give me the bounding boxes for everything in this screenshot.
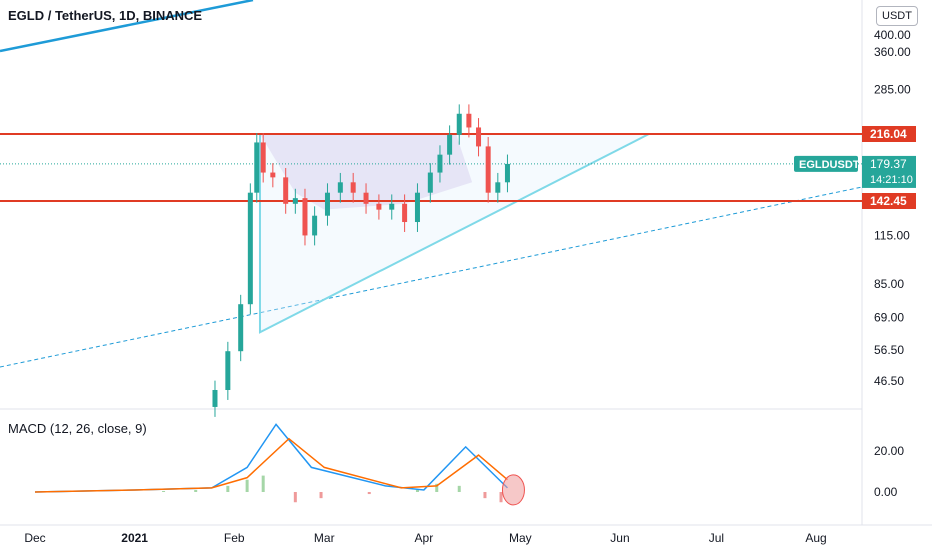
candle-body	[466, 113, 472, 128]
candle-body	[437, 154, 443, 173]
macd-title: MACD (12, 26, close, 9)	[8, 421, 147, 436]
candle-body	[312, 215, 318, 236]
macd-y-tick-label: 0.00	[874, 485, 898, 499]
candle-body	[389, 203, 395, 210]
x-tick-label: Aug	[805, 531, 826, 545]
candle-body	[414, 192, 420, 223]
candle-body	[238, 304, 244, 352]
macd-y-tick-label: 20.00	[874, 444, 904, 458]
candle-body	[212, 389, 218, 407]
y-tick-label: 46.50	[874, 374, 904, 388]
x-tick-label: Mar	[314, 531, 335, 545]
candle-body	[476, 127, 482, 147]
candle-body	[427, 172, 433, 193]
candle-body	[485, 146, 491, 193]
macd-histogram-bar	[483, 492, 487, 499]
macd-histogram-bar	[194, 489, 198, 492]
currency-button[interactable]: USDT	[876, 6, 918, 26]
y-tick-label: 85.00	[874, 277, 904, 291]
signal-line	[34, 437, 508, 493]
candle-body	[456, 113, 462, 135]
candle-body	[495, 182, 501, 193]
candle-body	[363, 192, 369, 204]
macd-histogram-bar	[435, 483, 439, 492]
candle-body	[225, 351, 231, 390]
x-tick-label: 2021	[121, 531, 148, 545]
macd-histogram-bar	[499, 492, 503, 503]
macd-histogram-bar	[162, 490, 166, 492]
cup-pattern-fill	[259, 134, 473, 210]
macd-histogram-bar	[367, 492, 371, 495]
candle-body	[302, 198, 308, 236]
macd-histogram-bar	[415, 489, 419, 492]
y-tick-label: 56.50	[874, 343, 904, 357]
macd-histogram-bar	[245, 479, 249, 492]
level-price-label: 142.45	[870, 194, 907, 208]
candle-body	[350, 182, 356, 193]
candle-body	[402, 203, 408, 223]
ticker-badge	[794, 155, 858, 172]
candle-body	[292, 198, 298, 204]
macd-histogram-bar	[261, 475, 265, 492]
candle-body	[337, 182, 343, 193]
crossover-highlight	[501, 474, 525, 506]
candle-body	[247, 192, 253, 305]
level-price-label: 216.04	[870, 127, 907, 141]
y-tick-label: 69.00	[874, 311, 904, 325]
candle-body	[270, 172, 276, 178]
trendline-top-left	[0, 0, 254, 53]
chart-title: EGLD / TetherUS, 1D, BINANCE	[8, 8, 203, 23]
bar-countdown: 14:21:10	[870, 174, 913, 186]
macd-histogram-bar	[457, 485, 461, 492]
candle-body	[260, 142, 266, 173]
y-tick-label: 360.00	[874, 45, 911, 59]
y-tick-label: 115.00	[874, 228, 910, 242]
macd-histogram-bar	[319, 492, 323, 499]
candle-body	[447, 134, 453, 155]
y-tick-label: 400.00	[874, 28, 911, 42]
candle-body	[376, 203, 382, 210]
ticker-symbol: EGLDUSDT	[799, 159, 860, 171]
candle-body	[504, 163, 510, 183]
x-tick-label: Dec	[24, 531, 45, 545]
x-tick-label: Feb	[224, 531, 245, 545]
x-tick-label: Apr	[415, 531, 434, 545]
candle-body	[254, 142, 260, 193]
x-tick-label: Jul	[709, 531, 724, 545]
x-tick-label: May	[509, 531, 532, 545]
y-tick-label: 285.00	[874, 82, 911, 96]
candle-body	[283, 177, 289, 204]
candle-body	[324, 192, 330, 216]
macd-histogram-bar	[226, 485, 230, 492]
level-badge	[862, 193, 916, 209]
level-badge	[862, 126, 916, 142]
last-price-value: 179.37	[870, 157, 907, 171]
x-tick-label: Jun	[610, 531, 629, 545]
last-price-badge	[862, 155, 916, 188]
macd-histogram-bar	[293, 492, 297, 503]
